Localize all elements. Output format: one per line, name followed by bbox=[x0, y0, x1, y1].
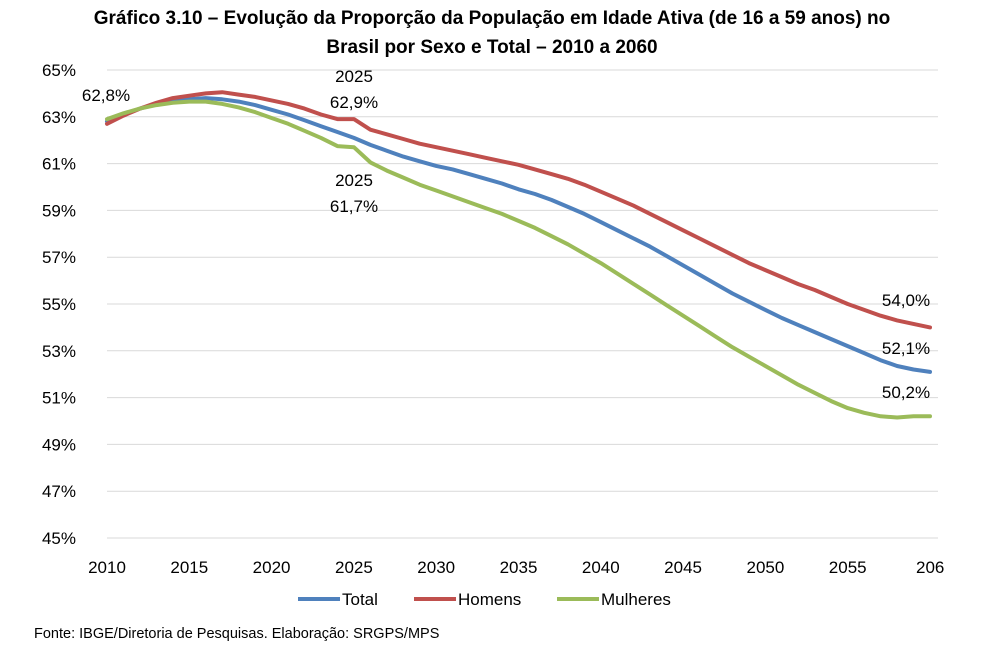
x-tick-label: 2050 bbox=[746, 558, 784, 577]
annotation-homens2060: 54,0% bbox=[882, 291, 930, 310]
chart-title-line-1: Gráfico 3.10 – Evolução da Proporção da … bbox=[93, 8, 891, 29]
annotation-mulheres2060: 50,2% bbox=[882, 383, 930, 402]
annotation-homens2025: 62,9% bbox=[330, 93, 378, 112]
x-tick-label: 2025 bbox=[335, 558, 373, 577]
x-tick-label: 2055 bbox=[829, 558, 867, 577]
x-tick-label: 2020 bbox=[253, 558, 291, 577]
y-tick-label: 55% bbox=[42, 295, 76, 314]
y-tick-label: 51% bbox=[42, 389, 76, 408]
legend-label-mulheres: Mulheres bbox=[601, 590, 671, 609]
chart-title-line-2: Brasil por Sexo e Total – 2010 a 2060 bbox=[326, 37, 658, 58]
series-lines bbox=[105, 90, 932, 420]
y-tick-label: 61% bbox=[42, 155, 76, 174]
x-tick-label: 2015 bbox=[170, 558, 208, 577]
y-tick-label: 45% bbox=[42, 529, 76, 548]
y-axis-ticks: 65% 63% 61% 59% 57% 55% 53% 51% 49% 47% 45% bbox=[42, 61, 76, 548]
chart-title: Gráfico 3.10 – Evolução da Proporção da … bbox=[0, 4, 984, 62]
x-tick-label: 2010 bbox=[88, 558, 126, 577]
x-tick-label: 2040 bbox=[582, 558, 620, 577]
series-line-homens bbox=[105, 90, 932, 330]
gridlines bbox=[107, 69, 938, 539]
annotation-total2060: 52,1% bbox=[882, 339, 930, 358]
y-tick-label: 59% bbox=[42, 201, 76, 220]
annotation-mulheres2025: 2025 bbox=[335, 171, 373, 190]
x-tick-label: 206 bbox=[916, 558, 944, 577]
series-line-total bbox=[105, 96, 932, 374]
y-tick-label: 53% bbox=[42, 342, 76, 361]
series-line-mulheres bbox=[105, 99, 932, 420]
legend-label-total: Total bbox=[342, 590, 378, 609]
annotation-mulheres2025: 61,7% bbox=[330, 197, 378, 216]
x-tick-label: 2045 bbox=[664, 558, 702, 577]
x-axis-ticks: 2010 2015 2020 2025 2030 2035 2040 2045 2050 2055… bbox=[88, 558, 944, 577]
y-tick-label: 49% bbox=[42, 435, 76, 454]
x-tick-label: 2035 bbox=[500, 558, 538, 577]
source-note: Fonte: IBGE/Diretoria de Pesquisas. Elab… bbox=[34, 626, 440, 642]
annotation-homens2025: 2025 bbox=[335, 67, 373, 86]
data-annotations: 62,8% 2025 62,9% 2025 61,7% 54,0% 52,1% 50,2% bbox=[82, 67, 930, 402]
legend-label-homens: Homens bbox=[458, 590, 521, 609]
annotation-start: 62,8% bbox=[82, 86, 130, 105]
y-tick-label: 47% bbox=[42, 482, 76, 501]
y-tick-label: 65% bbox=[42, 61, 76, 80]
x-tick-label: 2030 bbox=[417, 558, 455, 577]
y-tick-label: 63% bbox=[42, 108, 76, 127]
legend: Total Homens Mulheres bbox=[298, 590, 671, 609]
y-tick-label: 57% bbox=[42, 248, 76, 267]
